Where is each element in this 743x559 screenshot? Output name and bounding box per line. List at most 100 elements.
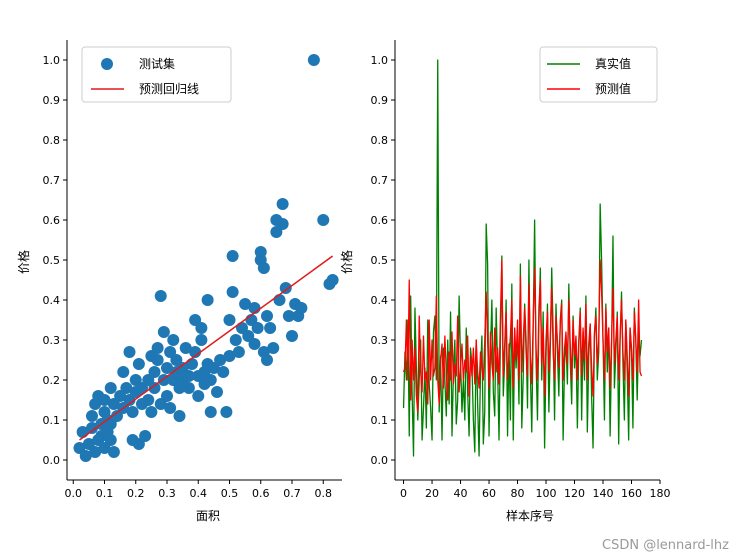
scatter-point [145,406,158,418]
right-x-tick-label: 20 [425,487,439,500]
scatter-point [223,350,236,362]
right-x-tick-label: 140 [593,487,614,500]
left-y-tick-label: 0.1 [43,414,61,427]
line-chart: 0 20 40 60 80 100 120 140 160 180 0.0 0.1 0.2 0.3 0.4… [339,40,671,523]
left-y-ticks: 0.0 0.1 0.2 0.3 0.4 0.5 0.6 0.7 0.8 0.9 1.0 [43,54,67,467]
right-x-tick-label: 40 [454,487,468,500]
left-y-tick-label: 0.3 [43,334,61,347]
scatter-point [126,406,139,418]
right-y-tick-label: 0.5 [371,254,389,267]
right-legend: 真实值 预测值 [539,46,658,103]
right-y-tick-label: 0.0 [371,454,389,467]
right-x-tick-label: 0 [400,487,407,500]
scatter-point [214,354,227,366]
regression-line [79,255,334,441]
scatter-point [157,326,170,338]
legend-pred-label: 预测值 [595,81,631,96]
right-y-tick-label: 0.4 [371,294,389,307]
left-x-ticks: 0.0 0.1 0.2 0.3 0.4 0.5 0.6 0.7 0.8 [65,480,333,500]
right-y-tick-label: 0.1 [371,414,389,427]
scatter-point [286,330,298,342]
right-x-tick-label: 180 [650,487,671,500]
scatter-point [248,338,261,350]
scatter-point [182,382,195,394]
left-x-tick-label: 0.7 [283,487,301,500]
scatter-point [151,354,164,366]
left-y-axis-label: 价格 [16,250,31,274]
scatter-point [189,346,202,358]
scatter-point [148,382,161,394]
scatter-point [261,310,273,322]
right-plot-marks [402,59,643,457]
scatter-point [220,406,233,418]
scatter-point [307,54,320,66]
left-y-tick-label: 0.7 [43,174,61,187]
scatter-point [267,342,280,354]
scatter-point [104,382,117,394]
legend-scatter-marker [101,58,113,70]
scatter-point [98,394,111,406]
scatter-point [179,342,192,354]
right-x-tick-label: 80 [511,487,525,500]
scatter-point [211,386,223,398]
scatter-point [229,334,242,346]
left-y-tick-label: 0.4 [43,294,61,307]
scatter-point [257,262,270,274]
scatter-point [182,370,195,382]
right-y-tick-label: 0.8 [371,134,389,147]
left-y-tick-label: 0.0 [43,454,61,467]
scatter-point [223,314,236,326]
scatter-point [232,346,245,358]
left-x-axis-label: 面积 [196,509,220,523]
left-y-tick-label: 0.9 [43,94,61,107]
predicted-value-line [402,259,643,413]
scatter-point [204,406,217,418]
scatter-point [279,282,292,294]
scatter-point [132,358,145,370]
scatter-point [186,358,198,370]
scatter-point [217,366,230,378]
right-y-tick-label: 0.3 [371,334,389,347]
left-y-tick-label: 0.5 [43,254,61,267]
left-y-tick-label: 0.6 [43,214,61,227]
scatter-point [154,290,167,302]
left-y-tick-label: 0.2 [43,374,61,387]
scatter-point [317,214,330,226]
scatter-point [239,298,252,310]
right-y-tick-label: 0.6 [371,214,389,227]
left-y-tick-label: 1.0 [43,54,61,67]
left-y-tick-label: 0.8 [43,134,61,147]
right-y-ticks: 0.0 0.1 0.2 0.3 0.4 0.5 0.6 0.7 0.8 0.9 1.0 [371,54,395,467]
scatter-point [173,410,186,422]
right-x-tick-label: 100 [536,487,557,500]
scatter-point [117,366,130,378]
left-x-tick-label: 0.4 [190,487,208,500]
scatter-point [326,274,339,286]
scatter-point [261,354,273,366]
scatter-point [151,342,164,354]
scatter-point [251,322,264,334]
scatter-point [195,322,208,334]
right-y-tick-label: 0.2 [371,374,389,387]
scatter-point [264,322,277,334]
scatter-point [295,302,308,314]
scatter-point [201,294,214,306]
left-x-tick-label: 0.3 [158,487,176,500]
scatter-point [86,410,98,422]
scatter-point [282,310,295,322]
left-x-tick-label: 0.8 [315,487,333,500]
scatter-point [148,366,161,378]
scatter-point [120,382,133,394]
watermark: CSDN @lennard-lhz [602,538,729,553]
scatter-point [161,390,173,402]
scatter-point [195,334,208,346]
scatter-point [139,430,152,442]
left-x-tick-label: 0.6 [252,487,270,500]
scatter-point [104,434,117,446]
scatter-point [161,362,173,374]
left-x-tick-label: 0.2 [127,487,145,500]
right-x-ticks: 0 20 40 60 80 100 120 140 160 180 [400,480,671,500]
right-y-axis-label: 价格 [339,250,354,274]
scatter-point [164,402,177,414]
